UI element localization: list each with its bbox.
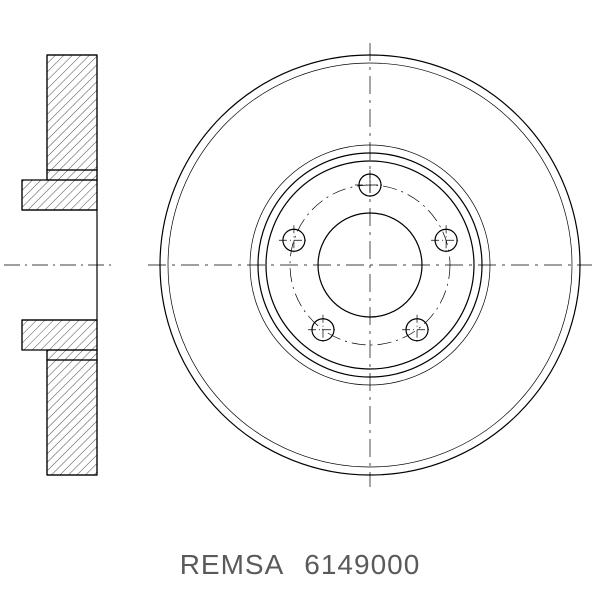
side-section-view [4, 55, 115, 475]
brand-label: REMSA [180, 549, 285, 581]
diagram-canvas: REMSA 6149000 [0, 0, 600, 600]
footer-bar: REMSA 6149000 [0, 530, 600, 600]
technical-drawing [0, 0, 600, 600]
part-number: 6149000 [304, 549, 420, 581]
front-view [148, 43, 592, 487]
